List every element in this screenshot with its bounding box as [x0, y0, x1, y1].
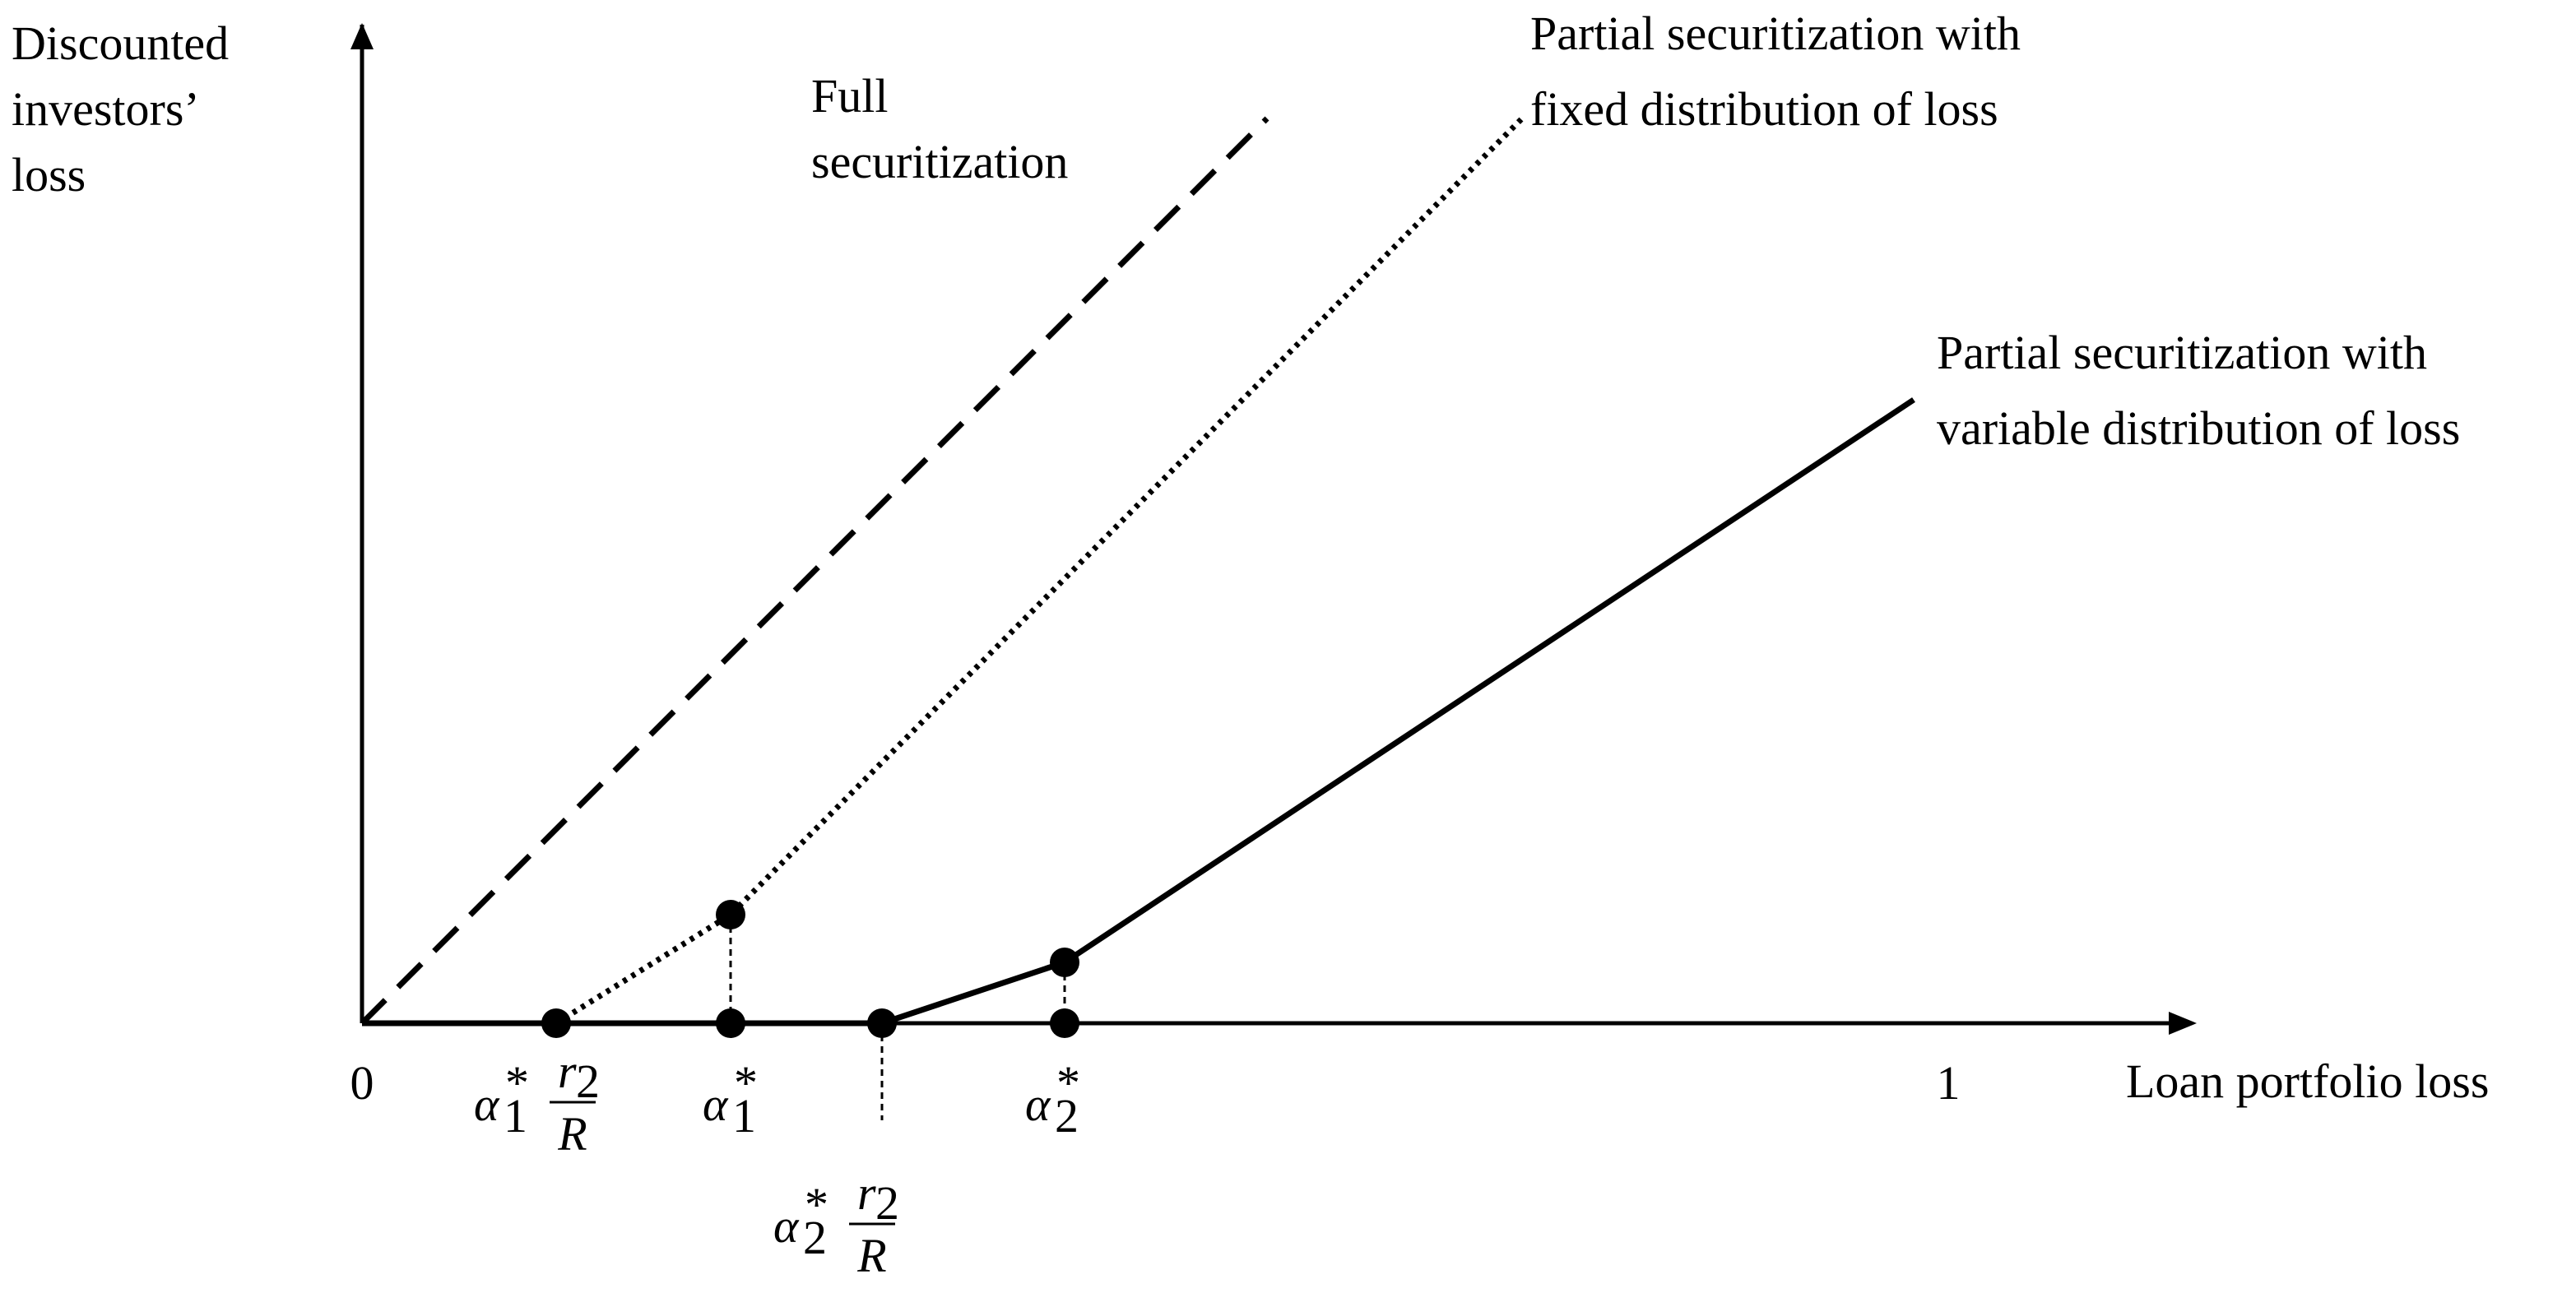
denominator: R — [856, 1229, 886, 1282]
curve-label: variable distribution of loss — [1937, 401, 2460, 455]
x-arrow — [2169, 1012, 2197, 1035]
numerator-sub: 2 — [875, 1176, 899, 1230]
point — [716, 1008, 745, 1038]
origin-label: 0 — [350, 1056, 374, 1110]
subscript: 2 — [1055, 1089, 1079, 1142]
superscript: * — [1056, 1056, 1080, 1110]
axes — [350, 23, 2197, 1035]
curve-label: Partial securitization with — [1937, 326, 2427, 379]
curve-label: Partial securitization with — [1530, 7, 2021, 60]
full-securitization-line — [360, 116, 1269, 1026]
points — [541, 900, 1079, 1038]
point — [1050, 948, 1079, 977]
subscript: 1 — [732, 1089, 756, 1142]
alpha: α — [703, 1078, 729, 1131]
x-label: Loan portfolio loss — [2126, 1054, 2489, 1108]
marker-labels: α 1* r 2Rα 1*α 2* r 2Rα 2* — [474, 1045, 1080, 1282]
point — [867, 1008, 897, 1038]
point — [716, 900, 745, 929]
y-arrow — [350, 23, 374, 49]
point — [541, 1008, 571, 1038]
alpha: α — [474, 1078, 500, 1131]
superscript: * — [505, 1056, 529, 1110]
curve-label: Full — [811, 69, 889, 123]
numerator-sub: 2 — [576, 1054, 600, 1108]
y-label: Discounted — [12, 16, 229, 70]
denominator: R — [557, 1107, 587, 1161]
alpha: α — [1025, 1078, 1051, 1131]
numerator: r — [558, 1045, 577, 1098]
numerator: r — [857, 1166, 876, 1220]
y-label: investors’ — [12, 82, 200, 136]
superscript: * — [805, 1178, 828, 1231]
superscript: * — [734, 1056, 758, 1110]
subscript: 1 — [504, 1089, 527, 1142]
subscript: 2 — [803, 1211, 827, 1264]
point — [1050, 1008, 1079, 1038]
curve-label: fixed distribution of loss — [1530, 82, 1998, 136]
curve-label: securitization — [811, 135, 1068, 188]
variable-distribution-line — [362, 397, 1915, 1027]
fixed-distribution-line — [555, 116, 1525, 1026]
alpha: α — [773, 1199, 800, 1253]
y-label: loss — [12, 148, 86, 202]
x-end-label: 1 — [1937, 1056, 1961, 1110]
